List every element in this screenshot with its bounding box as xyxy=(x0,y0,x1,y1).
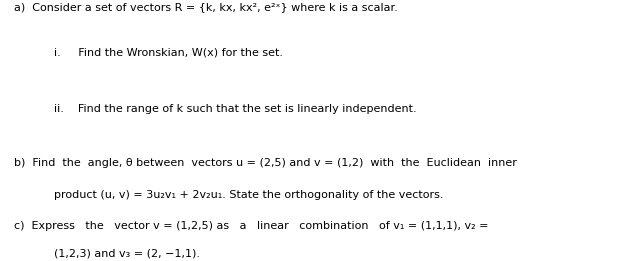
Text: a)  Consider a set of vectors R = {k, kx, kx², e²ˣ} where k is a scalar.: a) Consider a set of vectors R = {k, kx,… xyxy=(14,2,398,12)
Text: b)  Find  the  angle, θ between  vectors u = (2,5) and v = (1,2)  with  the  Euc: b) Find the angle, θ between vectors u =… xyxy=(14,158,517,168)
Text: (1,2,3) and v₃ = (2, −1,1).: (1,2,3) and v₃ = (2, −1,1). xyxy=(54,248,200,258)
Text: ii.    Find the range of k such that the set is linearly independent.: ii. Find the range of k such that the se… xyxy=(54,104,417,114)
Text: c)  Express   the   vector v = (1,2,5) as   a   linear   combination   of v₁ = (: c) Express the vector v = (1,2,5) as a l… xyxy=(14,221,488,231)
Text: i.     Find the Wronskian, W(x) for the set.: i. Find the Wronskian, W(x) for the set. xyxy=(54,48,284,57)
Text: product (u, v) = 3u₂v₁ + 2v₂u₁. State the orthogonality of the vectors.: product (u, v) = 3u₂v₁ + 2v₂u₁. State th… xyxy=(54,190,444,200)
